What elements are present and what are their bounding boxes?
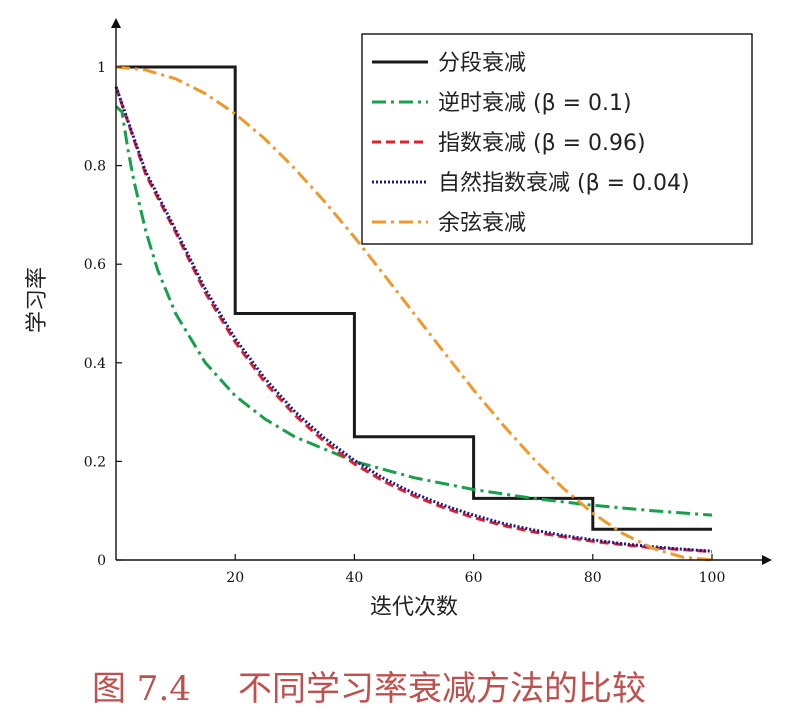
legend-entry-label: 余弦衰减 — [438, 211, 526, 236]
x-tick-label: 100 — [699, 570, 726, 586]
legend-entry-label: 分段衰减 — [438, 51, 526, 76]
series-line-5 — [115, 65, 713, 562]
x-tick-label: 60 — [465, 570, 483, 586]
y-tick-label: 0.8 — [84, 159, 106, 175]
caption-label: 图 7.4 — [92, 669, 191, 709]
y-tick-label: 0.6 — [84, 257, 106, 273]
x-axis-label: 迭代次数 — [370, 595, 458, 620]
series-layer — [114, 65, 713, 562]
series-line-2 — [114, 105, 713, 517]
y-tick-label: 0.4 — [84, 356, 106, 372]
series-line-4 — [114, 86, 713, 553]
y-axis-label: 学习率 — [25, 267, 50, 333]
y-tick-label: 0 — [97, 553, 106, 569]
x-tick-label: 20 — [226, 570, 244, 586]
x-tick-label: 40 — [345, 570, 363, 586]
y-axis-arrow-icon — [111, 18, 121, 28]
legend-box — [361, 33, 753, 245]
y-tick-label: 1 — [97, 60, 106, 76]
x-axis-arrow-icon — [762, 555, 772, 565]
legend-entry-label: 逆时衰减 (β = 0.1) — [438, 91, 632, 116]
caption-text: 不同学习率衰减方法的比较 — [238, 669, 646, 709]
legend-entry-label: 自然指数衰减 (β = 0.04) — [438, 171, 690, 196]
x-tick-label: 80 — [584, 570, 602, 586]
legend-entry-label: 指数衰减 (β = 0.96) — [438, 131, 646, 156]
axes-layer: 20 40 60 80 100 0 0.2 0.4 0.6 0.8 1 — [84, 18, 772, 586]
series-line-3 — [114, 86, 713, 554]
figure-caption: 图 7.4 不同学习率衰减方法的比较 — [92, 669, 646, 709]
y-tick-label: 0.2 — [84, 454, 106, 470]
